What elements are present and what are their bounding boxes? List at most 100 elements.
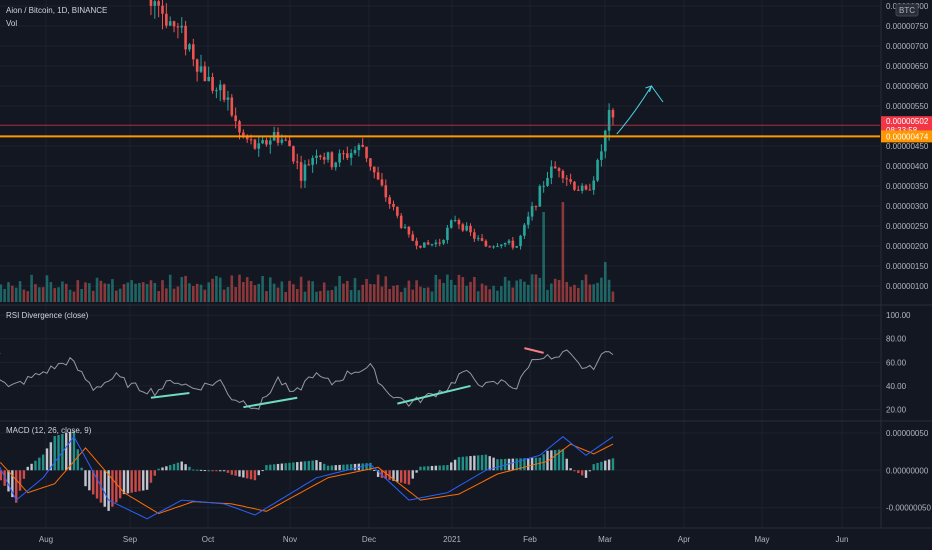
candle-body[interactable] [292,146,295,162]
candle-body[interactable] [346,153,349,158]
candle-body[interactable] [234,115,237,122]
candle-body[interactable] [403,226,407,228]
candle-body[interactable] [218,84,222,91]
candle-body[interactable] [465,225,468,231]
candle-body[interactable] [380,179,384,186]
candle-body[interactable] [211,76,214,91]
candle-body[interactable] [492,246,495,248]
candle-body[interactable] [476,238,480,240]
candle-body[interactable] [330,152,334,168]
candle-body[interactable] [203,66,207,82]
candle-body[interactable] [149,0,153,6]
pane-separators[interactable] [0,0,932,529]
candle-body[interactable] [538,186,542,207]
candle-body[interactable] [392,203,395,207]
candle-body[interactable] [430,244,434,246]
candle-body[interactable] [230,97,234,116]
candle-body[interactable] [453,219,457,221]
candle-body[interactable] [438,242,441,244]
candle-body[interactable] [311,157,314,165]
candle-body[interactable] [561,170,565,179]
candle-body[interactable] [361,144,364,147]
candle-body[interactable] [384,185,388,198]
candle-body[interactable] [423,242,426,248]
candle-body[interactable] [553,166,557,169]
candle-body[interactable] [153,1,157,6]
candle-body[interactable] [369,158,372,167]
candle-body[interactable] [396,206,399,216]
candle-body[interactable] [530,206,534,217]
candle-body[interactable] [242,132,245,136]
price-candles[interactable] [0,0,615,250]
horizontal-level[interactable] [0,124,880,138]
candle-body[interactable] [407,226,411,235]
candle-body[interactable] [249,139,253,141]
candle-body[interactable] [215,90,218,92]
candle-body[interactable] [503,242,507,245]
candle-body[interactable] [207,76,210,82]
candle-body[interactable] [376,172,380,180]
candle-body[interactable] [157,1,160,6]
candle-body[interactable] [592,180,595,190]
level-price-tag[interactable] [881,130,932,143]
candle-body[interactable] [511,240,515,248]
candle-body[interactable] [184,25,187,50]
candle-body[interactable] [222,84,226,100]
candle-body[interactable] [342,153,345,155]
candle-body[interactable] [284,139,287,141]
candle-body[interactable] [419,245,422,248]
candle-body[interactable] [542,185,545,187]
candle-body[interactable] [500,244,503,246]
candle-body[interactable] [550,166,553,178]
candle-body[interactable] [426,242,430,245]
candle-body[interactable] [168,21,172,26]
candle-body[interactable] [257,143,261,149]
candle-body[interactable] [388,197,391,204]
candle-body[interactable] [319,155,322,157]
candle-body[interactable] [484,240,488,247]
symbol-title[interactable]: Aion / Bitcoin, 1D, BINANCE [6,6,107,15]
candle-body[interactable] [253,139,257,149]
candle-body[interactable] [172,21,176,27]
candle-body[interactable] [338,153,341,163]
x-axis[interactable]: Aug Sep Oct Nov Dec 2021 Feb Mar Apr May Jun [39,535,849,544]
candle-body[interactable] [226,97,230,100]
candle-body[interactable] [557,168,561,171]
candle-body[interactable] [526,216,530,225]
candle-body[interactable] [353,150,357,154]
candle-body[interactable] [299,162,303,181]
candle-body[interactable] [577,189,580,191]
candle-body[interactable] [473,232,476,239]
candle-body[interactable] [188,44,191,50]
candle-body[interactable] [238,121,241,133]
candle-body[interactable] [322,156,326,160]
candle-body[interactable] [295,161,299,163]
candle-body[interactable] [565,178,569,180]
candle-body[interactable] [411,234,415,241]
candle-body[interactable] [534,206,538,208]
candle-body[interactable] [349,153,353,158]
candle-body[interactable] [596,159,599,181]
candle-body[interactable] [434,242,438,245]
candle-body[interactable] [611,109,615,118]
candle-body[interactable] [357,144,361,151]
candle-body[interactable] [603,130,607,152]
candle-body[interactable] [449,220,453,228]
projection-arrow[interactable] [616,85,664,135]
candle-body[interactable] [546,177,549,186]
candle-body[interactable] [607,109,611,131]
candle-body[interactable] [573,181,576,190]
candle-body[interactable] [276,132,280,143]
candle-body[interactable] [161,5,164,14]
candle-body[interactable] [180,25,184,28]
candle-body[interactable] [372,166,376,173]
candle-body[interactable] [315,155,318,158]
candle-body[interactable] [192,44,195,60]
candle-body[interactable] [303,164,307,181]
candle-body[interactable] [480,238,484,241]
candle-body[interactable] [269,140,272,145]
candle-body[interactable] [584,185,588,190]
candle-body[interactable] [600,151,603,160]
macd-title[interactable]: MACD (12, 26, close, 9) [6,426,92,435]
candle-body[interactable] [496,245,499,247]
